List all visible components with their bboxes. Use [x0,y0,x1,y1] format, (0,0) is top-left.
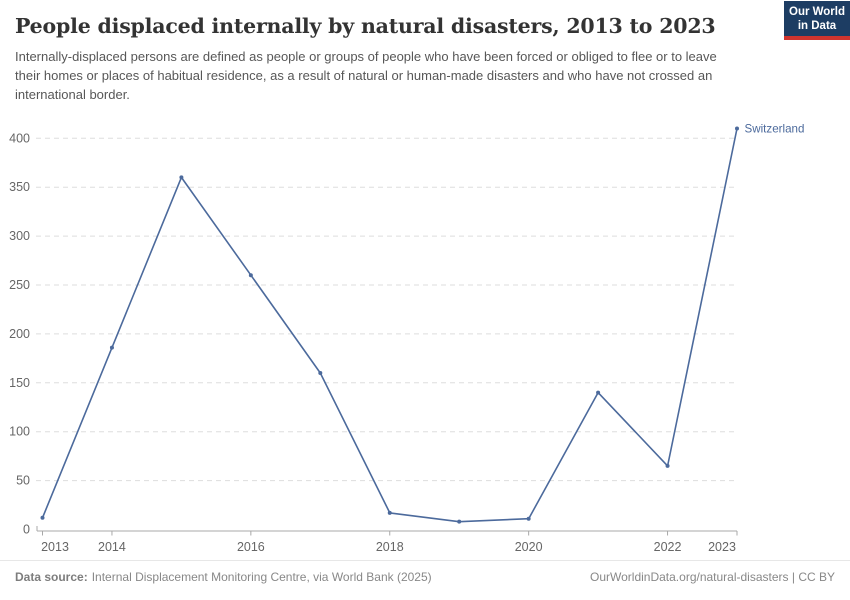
data-source-text: Internal Displacement Monitoring Centre,… [91,570,432,584]
data-point[interactable] [457,519,462,524]
data-source-line: Data source: Internal Displacement Monito… [15,570,432,584]
owid-logo-line1: Our World [789,6,846,18]
y-tick-label: 400 [9,131,30,145]
x-axis: 2013 2014 2016 2018 2020 2022 2023 [36,526,738,554]
x-tick-label: 2014 [98,540,126,554]
y-tick-label: 100 [9,425,30,439]
y-tick-label: 50 [16,474,30,488]
x-tick-label: 2022 [654,540,682,554]
owid-logo[interactable]: Our World in Data [784,1,850,40]
data-point[interactable] [109,345,114,350]
data-point[interactable] [179,175,184,180]
data-point[interactable] [40,515,45,520]
data-point[interactable] [248,273,253,278]
data-point[interactable] [735,126,739,131]
data-source-label: Data source: [15,570,88,584]
data-point[interactable] [318,371,323,376]
series-points [40,126,739,524]
x-tick-label: 2013 [41,540,69,554]
chart-footer: Data source: Internal Displacement Monito… [0,560,850,600]
x-tick-label: 2018 [376,540,404,554]
series-end-label[interactable]: Switzerland [745,123,805,136]
y-tick-label: 300 [9,229,30,243]
x-tick-label: 2016 [237,540,265,554]
x-tick-label: 2023 [708,540,736,554]
y-tick-label: 350 [9,180,30,194]
data-point[interactable] [387,510,392,515]
chart-header: People displaced internally by natural d… [15,14,836,104]
y-tick-label: 250 [9,278,30,292]
owid-logo-line2: in Data [797,20,837,32]
chart-subtitle: Internally-displaced persons are defined… [15,49,717,102]
y-axis-labels: 0 50 100 150 200 250 300 350 400 [9,131,30,536]
data-point[interactable] [665,463,670,468]
line-chart: 0 50 100 150 200 250 300 350 400 2013 2014 2016 2018… [9,123,805,554]
data-point[interactable] [526,516,531,521]
data-point[interactable] [596,390,601,395]
page-title: People displaced internally by natural d… [15,14,716,38]
y-tick-label: 0 [23,523,30,537]
footer-citation-link[interactable]: OurWorldinData.org/natural-disasters | C… [590,570,835,584]
x-tick-label: 2020 [515,540,543,554]
y-tick-label: 150 [9,376,30,390]
y-tick-label: 200 [9,327,30,341]
